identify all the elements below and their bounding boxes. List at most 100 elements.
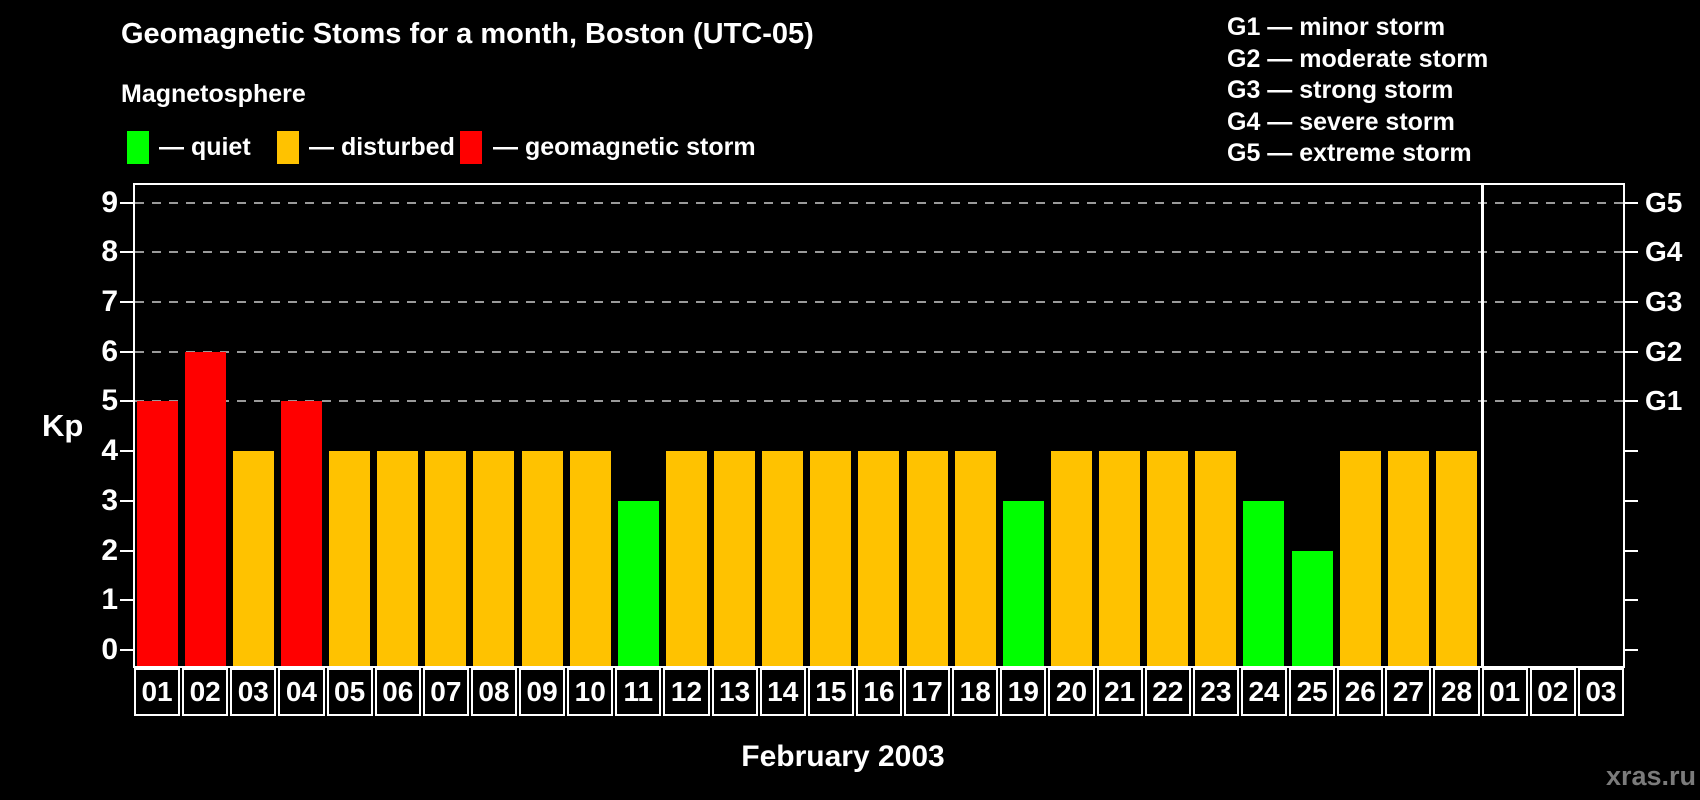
g-axis-label-G3: G3 bbox=[1645, 285, 1683, 317]
day-label-feb-01: 01 bbox=[134, 668, 181, 716]
grid-line-kp9 bbox=[135, 201, 1623, 204]
day-label-feb-02: 02 bbox=[182, 668, 229, 716]
g-scale-legend-line-3: G3 — strong storm bbox=[1227, 76, 1454, 105]
day-label-feb-04: 04 bbox=[278, 668, 325, 716]
legend-swatch-storm bbox=[460, 131, 482, 164]
y-tick-label-kp9: 9 bbox=[101, 185, 118, 219]
bar-day-26-kp4 bbox=[1339, 451, 1381, 666]
right-tick-kp5 bbox=[1625, 400, 1638, 403]
grid-line-kp6 bbox=[135, 350, 1623, 353]
right-tick-kp0 bbox=[1625, 649, 1638, 651]
bar-day-18-kp4 bbox=[954, 451, 996, 666]
g-scale-legend-line-4: G4 — severe storm bbox=[1227, 107, 1455, 136]
day-label-feb-25: 25 bbox=[1289, 668, 1336, 716]
left-tick-kp7 bbox=[120, 300, 133, 303]
day-label-feb-22: 22 bbox=[1144, 668, 1191, 716]
bar-day-03-kp4 bbox=[232, 451, 274, 666]
right-tick-kp6 bbox=[1625, 350, 1638, 353]
bar-day-23-kp4 bbox=[1195, 451, 1237, 666]
day-label-feb-18: 18 bbox=[952, 668, 999, 716]
legend-label-disturbed: — disturbed bbox=[309, 133, 455, 161]
day-label-feb-12: 12 bbox=[663, 668, 710, 716]
grid-line-kp8 bbox=[135, 251, 1623, 254]
g-axis-label-G4: G4 bbox=[1645, 236, 1683, 268]
right-tick-kp7 bbox=[1625, 300, 1638, 303]
g-scale-legend-line-1: G1 — minor storm bbox=[1227, 13, 1446, 41]
bar-day-12-kp4 bbox=[665, 451, 707, 666]
y-tick-label-kp0: 0 bbox=[101, 633, 118, 666]
bar-day-07-kp4 bbox=[425, 451, 467, 666]
day-label-feb-26: 26 bbox=[1337, 668, 1384, 716]
day-label-next-01: 01 bbox=[1481, 668, 1528, 716]
bar-day-28-kp4 bbox=[1435, 451, 1477, 666]
day-label-feb-14: 14 bbox=[759, 668, 806, 716]
left-tick-kp3 bbox=[120, 499, 133, 502]
g-axis-label-G5: G5 bbox=[1645, 186, 1683, 218]
bar-day-13-kp4 bbox=[714, 451, 756, 666]
right-tick-kp2 bbox=[1625, 549, 1638, 552]
day-label-feb-07: 07 bbox=[422, 668, 469, 716]
bar-day-19-kp3 bbox=[1002, 500, 1044, 666]
bar-day-04-kp5 bbox=[280, 401, 322, 666]
left-tick-kp6 bbox=[120, 350, 133, 353]
day-label-feb-09: 09 bbox=[519, 668, 566, 716]
day-label-feb-16: 16 bbox=[855, 668, 903, 716]
y-tick-label-kp4: 4 bbox=[101, 434, 118, 468]
legend-swatch-quiet bbox=[127, 131, 149, 164]
grid-line-kp7 bbox=[135, 300, 1623, 303]
y-tick-label-kp7: 7 bbox=[101, 284, 118, 318]
watermark: xras.ru bbox=[1605, 761, 1696, 791]
day-label-feb-15: 15 bbox=[807, 668, 854, 716]
day-label-feb-03: 03 bbox=[230, 668, 277, 716]
y-tick-label-kp8: 8 bbox=[101, 235, 118, 269]
month-separator bbox=[1480, 185, 1484, 666]
day-label-feb-27: 27 bbox=[1385, 668, 1432, 716]
right-tick-kp3 bbox=[1625, 499, 1638, 502]
day-label-feb-11: 11 bbox=[615, 668, 662, 716]
bar-day-27-kp4 bbox=[1387, 451, 1429, 666]
right-tick-kp4 bbox=[1625, 450, 1638, 453]
day-label-feb-05: 05 bbox=[326, 668, 373, 716]
bar-day-09-kp4 bbox=[521, 451, 563, 666]
left-tick-kp5 bbox=[120, 400, 133, 403]
bar-day-05-kp4 bbox=[329, 451, 371, 666]
left-tick-kp0 bbox=[120, 649, 133, 651]
right-tick-kp8 bbox=[1625, 251, 1638, 254]
bar-day-24-kp3 bbox=[1243, 500, 1285, 666]
day-label-feb-08: 08 bbox=[470, 668, 518, 716]
y-tick-label-kp2: 2 bbox=[101, 533, 118, 567]
day-label-feb-23: 23 bbox=[1192, 668, 1239, 716]
day-label-feb-10: 10 bbox=[567, 668, 614, 716]
day-label-feb-24: 24 bbox=[1240, 668, 1288, 716]
day-label-next-03: 03 bbox=[1577, 668, 1624, 716]
g-axis-label-G1: G1 bbox=[1645, 385, 1683, 417]
y-tick-label-kp3: 3 bbox=[101, 483, 118, 517]
kp-axis-title: Kp bbox=[42, 408, 84, 443]
plot-area bbox=[133, 183, 1625, 668]
g-scale-legend-line-5: G5 — extreme storm bbox=[1227, 139, 1472, 168]
bar-day-11-kp3 bbox=[617, 500, 659, 666]
bar-day-10-kp4 bbox=[569, 451, 611, 666]
left-tick-kp2 bbox=[120, 549, 133, 552]
chart-title: Geomagnetic Stoms for a month, Boston (U… bbox=[121, 18, 814, 50]
g-scale-legend-line-2: G2 — moderate storm bbox=[1227, 44, 1489, 73]
left-tick-kp4 bbox=[120, 450, 133, 453]
g-scale-legend: G1 — minor storm G2 — moderate storm G3 — … bbox=[1227, 12, 1488, 170]
legend-label-storm: — geomagnetic storm bbox=[493, 133, 756, 161]
bar-day-21-kp4 bbox=[1099, 451, 1141, 666]
bar-day-25-kp2 bbox=[1291, 550, 1333, 666]
bar-day-01-kp5 bbox=[136, 401, 178, 666]
bar-day-16-kp4 bbox=[858, 451, 900, 666]
bar-day-15-kp4 bbox=[810, 451, 852, 666]
bar-day-20-kp4 bbox=[1050, 451, 1092, 666]
day-label-feb-19: 19 bbox=[1000, 668, 1047, 716]
y-tick-label-kp6: 6 bbox=[101, 334, 118, 368]
left-tick-kp8 bbox=[120, 251, 133, 254]
month-label: February 2003 bbox=[741, 740, 945, 773]
day-label-feb-21: 21 bbox=[1096, 668, 1143, 716]
legend-swatch-disturbed bbox=[277, 131, 299, 164]
g-axis-label-G2: G2 bbox=[1645, 335, 1683, 367]
day-label-feb-28: 28 bbox=[1433, 668, 1480, 716]
bar-day-06-kp4 bbox=[377, 451, 419, 666]
